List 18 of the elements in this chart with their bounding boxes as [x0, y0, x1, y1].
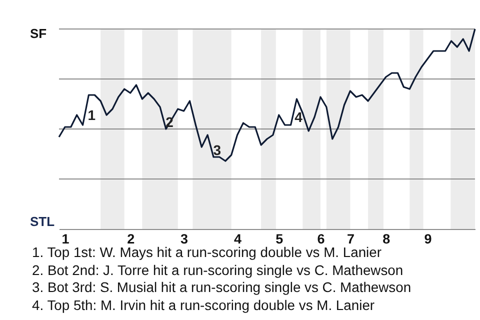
annotation: 4 — [294, 109, 303, 125]
x-tick-label: 4 — [234, 232, 242, 246]
x-tick-label: 1 — [62, 232, 70, 246]
text: SF — [30, 26, 47, 41]
text: 2. Bot 2nd: J. Torre hit a run-scoring single vs C. Mathewson — [32, 262, 404, 280]
text: 4. Top 5th: M. Irvin hit a run-scoring double vs M. Lanier — [32, 297, 376, 315]
x-tick-label: 7 — [346, 232, 354, 246]
x-tick-label: 2 — [127, 232, 135, 246]
x-tick-label: 6 — [317, 232, 326, 246]
x-tick-label: 9 — [424, 232, 432, 246]
annotation: 3 — [213, 142, 222, 158]
annotation: 1 — [88, 107, 96, 123]
x-tick-label: 3 — [180, 232, 189, 246]
x-tick-label: 5 — [276, 232, 284, 246]
text: STL — [30, 214, 55, 229]
text: 3. Bot 3rd: S. Musial hit a run-scoring single vs C. Mathewson — [32, 279, 412, 298]
x-tick-label: 8 — [382, 232, 391, 246]
text: 1. Top 1st: W. Mays hit a run-scoring double vs M. Lanier — [32, 244, 382, 260]
